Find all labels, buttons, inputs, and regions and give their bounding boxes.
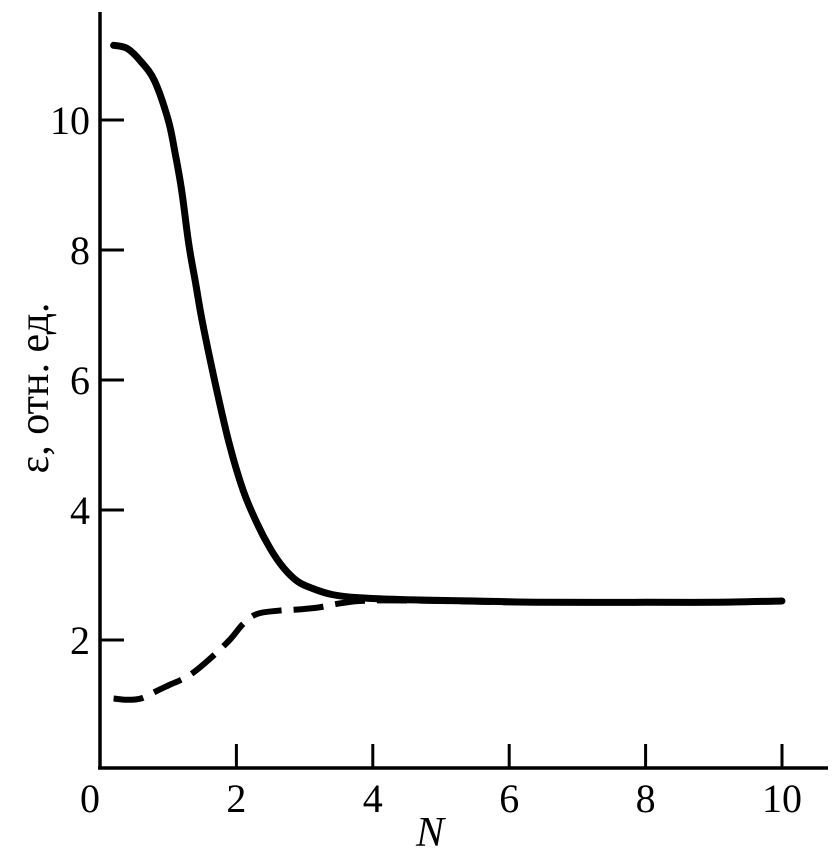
x-tick-label-4: 4 [363, 776, 383, 821]
x-tick-label-6: 6 [499, 776, 519, 821]
series-layer [110, 41, 786, 703]
x-axis-title: N [415, 810, 446, 856]
dashed-series-line [113, 597, 783, 703]
y-tick-label-2: 2 [70, 618, 90, 663]
solid-series-line [110, 41, 786, 606]
y-tick-label-10: 10 [50, 98, 90, 143]
axes [98, 12, 828, 770]
y-tick-label-8: 8 [70, 228, 90, 273]
y-tick-label-4: 4 [70, 488, 90, 533]
x-tick-label-8: 8 [636, 776, 656, 821]
x-tick-label-2: 2 [226, 776, 246, 821]
y-axis-title: ε, отн. ед. [12, 303, 58, 474]
x-tick-label-0: 0 [80, 776, 100, 821]
x-tick-label-10: 10 [762, 776, 802, 821]
x-ticks: 0 2 4 6 8 10 [80, 744, 802, 821]
y-ticks: 2 4 6 8 10 [50, 98, 124, 663]
y-tick-label-6: 6 [70, 358, 90, 403]
